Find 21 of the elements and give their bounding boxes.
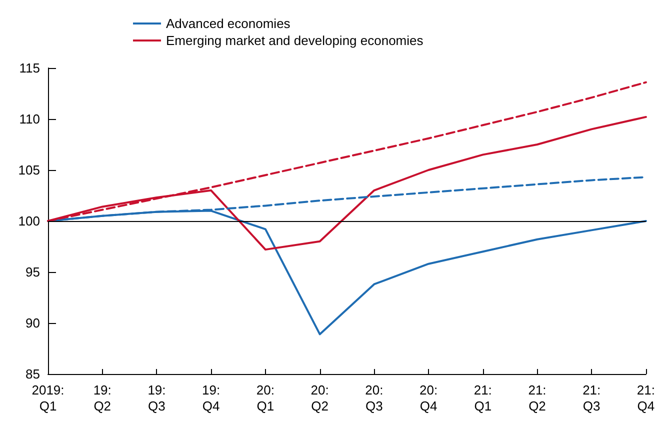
y-tick-label: 85 xyxy=(26,366,40,382)
y-tick-label: 105 xyxy=(18,162,40,178)
x-tick-label: 20: Q4 xyxy=(419,382,438,414)
x-tick-label: 20: Q1 xyxy=(256,382,274,414)
y-tick-label: 90 xyxy=(26,316,40,330)
x-tick-label: 21: Q3 xyxy=(582,382,601,414)
y-tick-label: 100 xyxy=(18,214,40,228)
x-tick-label: 21: Q1 xyxy=(474,382,492,414)
x-tick-label: 21: Q2 xyxy=(528,382,546,414)
x-tick-label: 20: Q3 xyxy=(365,382,384,414)
x-tick-label: 2019: Q1 xyxy=(32,382,64,414)
legend-label: Advanced economies xyxy=(166,16,291,31)
x-tick-label: 19: Q3 xyxy=(148,382,166,414)
x-tick-label: 20: Q2 xyxy=(310,382,329,414)
y-tick-label: 110 xyxy=(19,112,40,126)
y-tick-label: 95 xyxy=(26,264,40,280)
x-tick-label: 19: Q4 xyxy=(202,382,220,414)
legend-label: Emerging market and developing economies xyxy=(166,33,424,48)
x-tick-label: 19: Q2 xyxy=(93,382,112,414)
y-tick-label: 115 xyxy=(19,60,40,76)
x-tick-label: 21: Q4 xyxy=(636,382,656,414)
